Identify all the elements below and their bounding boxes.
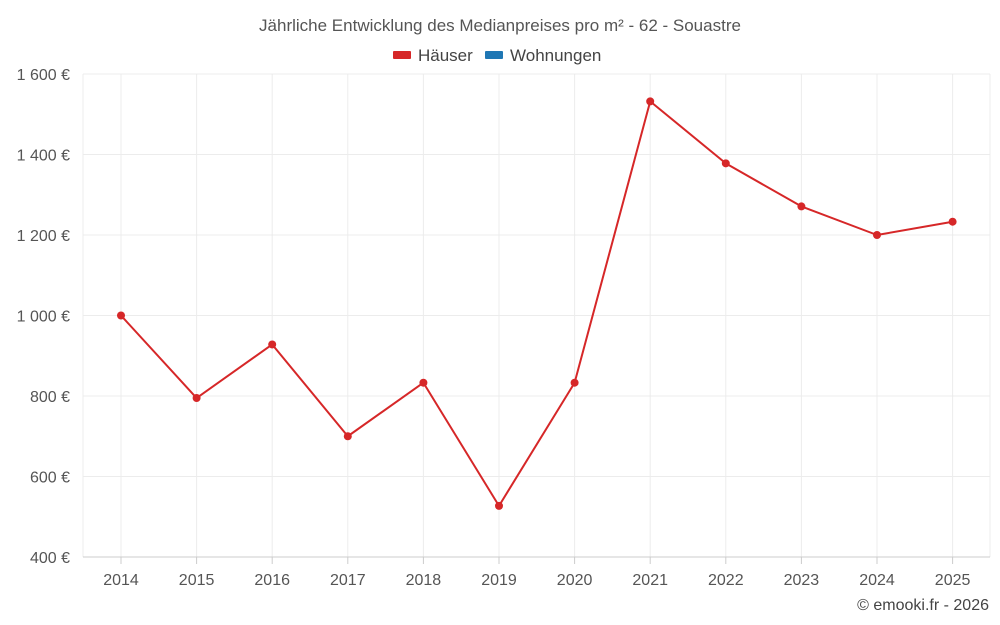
legend-item-wohnungen[interactable]: Wohnungen	[485, 46, 601, 65]
x-tick-label: 2023	[784, 572, 820, 589]
x-tick-label: 2014	[103, 572, 139, 589]
y-tick-label: 1 400 €	[17, 148, 70, 165]
legend: Häuser Wohnungen	[393, 46, 601, 65]
x-tick-label: 2025	[935, 572, 971, 589]
legend-label-wohnungen: Wohnungen	[510, 46, 601, 65]
x-tick-label: 2022	[708, 572, 744, 589]
legend-swatch-wohnungen	[485, 51, 503, 59]
plot-area	[117, 97, 957, 510]
y-tick-label: 600 €	[30, 470, 70, 487]
chart-title: Jährliche Entwicklung des Medianpreises …	[259, 16, 741, 35]
x-tick-label: 2021	[632, 572, 668, 589]
legend-swatch-haeuser	[393, 51, 411, 59]
data-point-h-user-2017[interactable]	[343, 432, 352, 441]
y-axis: 400 € 600 € 800 € 1 000 € 1 200 € 1 400 € 1 60…	[17, 67, 70, 567]
x-tick-label: 2017	[330, 572, 366, 589]
x-tick-label: 2019	[481, 572, 517, 589]
data-point-h-user-2021[interactable]	[646, 97, 655, 106]
x-tick-label: 2018	[406, 572, 442, 589]
data-point-h-user-2016[interactable]	[268, 340, 277, 349]
y-tick-label: 1 600 €	[17, 67, 70, 84]
x-tick-label: 2016	[254, 572, 290, 589]
credit-text: © emooki.fr - 2026	[857, 597, 989, 614]
data-point-h-user-2014[interactable]	[117, 311, 125, 320]
legend-label-haeuser: Häuser	[418, 46, 473, 65]
y-tick-label: 400 €	[30, 550, 70, 567]
data-point-h-user-2018[interactable]	[419, 378, 428, 387]
series-line-h-user	[120, 100, 953, 507]
x-axis: 2014 2015 2016 2017 2018 2019 2020 2021 2022 2023…	[83, 556, 990, 589]
data-point-h-user-2022[interactable]	[721, 159, 730, 168]
grid	[82, 73, 991, 557]
data-point-h-user-2019[interactable]	[495, 501, 503, 510]
x-tick-label: 2015	[179, 572, 215, 589]
x-tick-label: 2024	[859, 572, 895, 589]
data-point-h-user-2025[interactable]	[948, 217, 957, 226]
y-tick-label: 1 000 €	[17, 309, 70, 326]
data-point-h-user-2015[interactable]	[192, 394, 201, 403]
y-tick-label: 800 €	[30, 389, 70, 406]
y-tick-label: 1 200 €	[17, 228, 70, 245]
data-point-h-user-2024[interactable]	[873, 231, 881, 239]
data-point-h-user-2020[interactable]	[570, 378, 579, 387]
data-point-h-user-2023[interactable]	[797, 202, 806, 211]
x-tick-label: 2020	[557, 572, 593, 589]
legend-item-haeuser[interactable]: Häuser	[393, 46, 473, 65]
